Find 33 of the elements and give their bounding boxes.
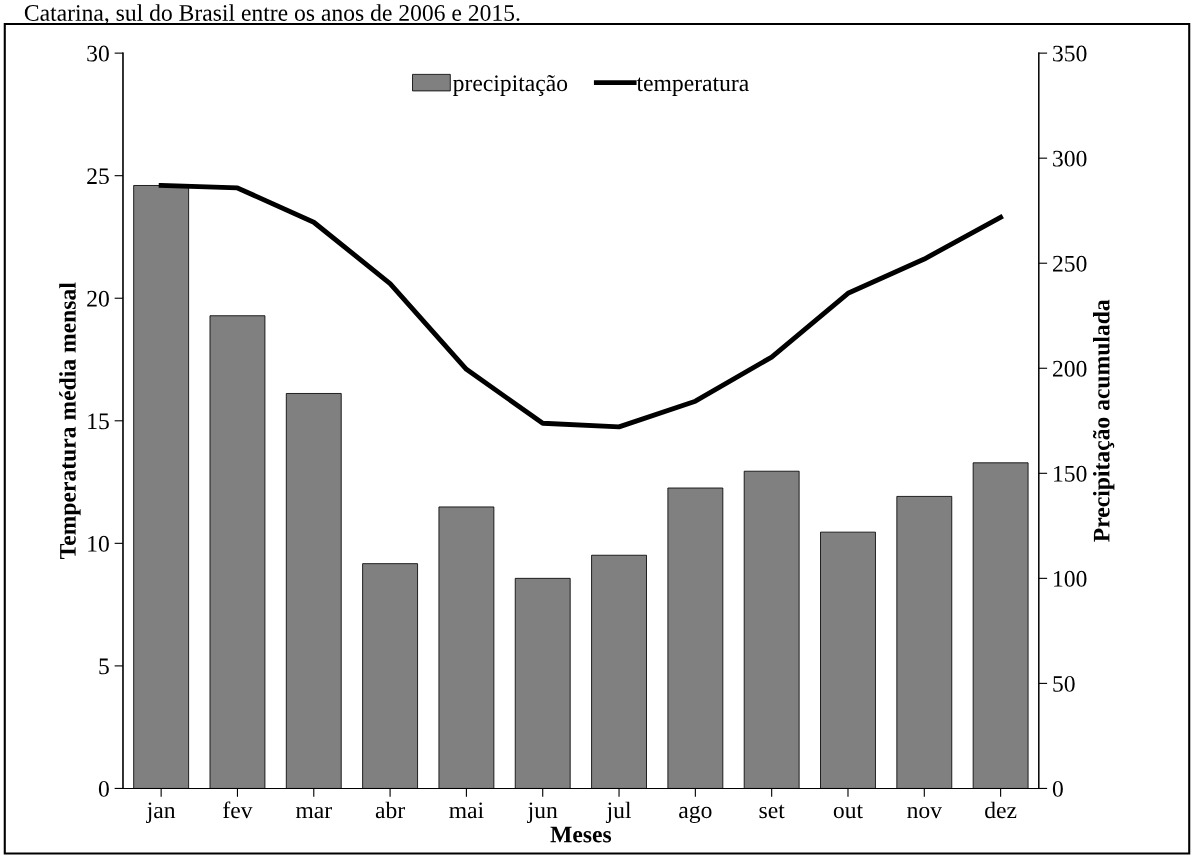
- x-tick-label: dez: [985, 801, 1017, 819]
- y2-tick-label: 100: [1054, 570, 1087, 587]
- y-tick-label: 25: [87, 168, 109, 185]
- y-tick-label: 10: [88, 535, 109, 552]
- x-tick-label: jun: [526, 802, 558, 824]
- y-tick-label: 15: [88, 413, 109, 430]
- x-tick-label: abr: [375, 801, 405, 819]
- x-tick-label: nov: [907, 806, 943, 819]
- x-tick-label: out: [833, 804, 863, 819]
- y2-tick-label: 50: [1053, 675, 1075, 692]
- x-tick-label: mai: [449, 802, 484, 819]
- y-tick-label: 20: [87, 290, 109, 307]
- x-tick-label: jan: [146, 802, 176, 824]
- x-tick-label: fev: [223, 801, 253, 819]
- y2-tick-label: 350: [1053, 45, 1087, 62]
- legend-label: temperatura: [636, 77, 749, 96]
- y2-tick-label: 0: [1052, 780, 1063, 797]
- y-tick-label: 5: [99, 658, 109, 675]
- x-tick-label: jul: [605, 801, 632, 824]
- x-tick-label: set: [759, 804, 785, 819]
- text: Catarina, sul do Brasil entre os anos de 2006 e 2015.: [24, 4, 520, 25]
- y2-tick-label: 150: [1054, 465, 1087, 482]
- y-axis-title: Temperatura média mensal: [59, 282, 81, 560]
- y2-tick-label: 250: [1053, 255, 1087, 272]
- y2-tick-label: 200: [1053, 360, 1087, 377]
- legend-label: precipitação: [453, 75, 568, 96]
- x-tick-label: mar: [295, 806, 332, 819]
- y-tick-label: 0: [98, 780, 109, 797]
- y2-axis-title: Precipitação acumulada: [1092, 299, 1115, 542]
- y-tick-label: 30: [87, 45, 109, 62]
- x-axis-title: Meses: [550, 826, 612, 843]
- x-tick-label: ago: [679, 805, 712, 824]
- y2-tick-label: 300: [1053, 150, 1087, 167]
